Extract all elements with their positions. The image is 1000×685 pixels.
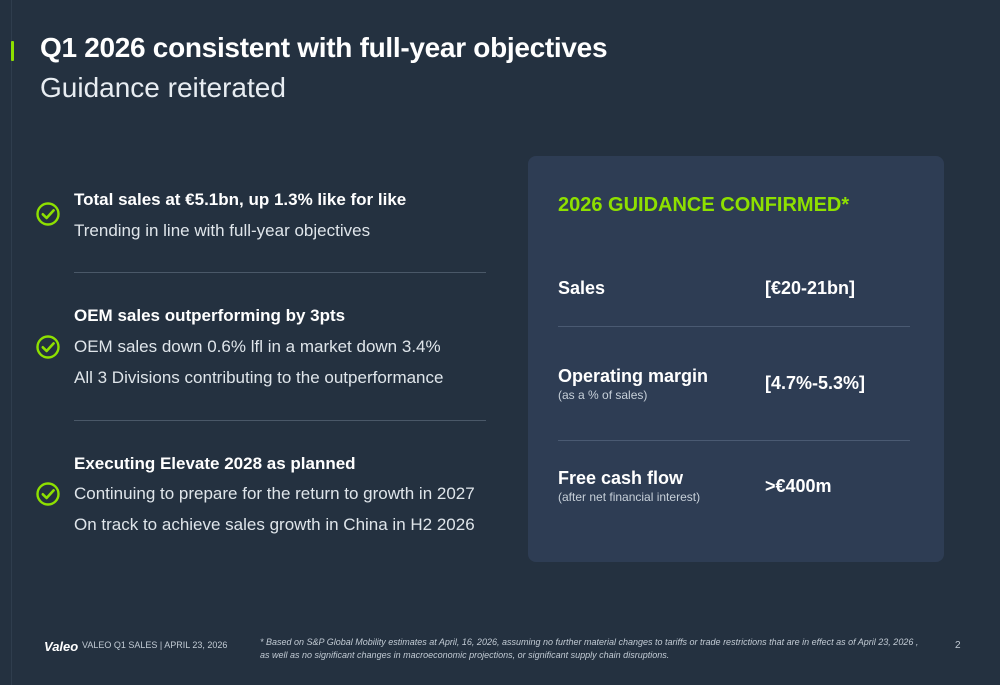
highlight-line: OEM sales down 0.6% lfl in a market down… (74, 337, 441, 356)
guidance-label-operating-margin: Operating margin (558, 366, 709, 386)
guidance-panel: 2026 GUIDANCE CONFIRMED* Sales [€20-21bn… (528, 156, 944, 562)
guidance-label-sales: Sales (558, 278, 606, 298)
check-circle-icon (36, 202, 60, 226)
check-circle-icon (36, 482, 60, 506)
footnote: * Based on S&P Global Mobility estimates… (260, 637, 919, 660)
highlight-heading: Total sales at €5.1bn, up 1.3% like for … (74, 190, 407, 209)
highlight-line: On track to achieve sales growth in Chin… (74, 515, 475, 534)
guidance-label-free-cash-flow: Free cash flow (558, 468, 684, 488)
guidance-divider (558, 440, 910, 441)
highlight-line: All 3 Divisions contributing to the outp… (74, 368, 444, 387)
guidance-sublabel-operating-margin: (as a % of sales) (558, 388, 648, 402)
title-accent-bar (11, 41, 14, 61)
highlight-divider (74, 272, 486, 273)
guidance-value-free-cash-flow: >€400m (765, 476, 832, 496)
guidance-value-sales: [€20-21bn] (765, 278, 856, 298)
highlight-heading: Executing Elevate 2028 as planned (74, 454, 356, 473)
highlight-heading: OEM sales outperforming by 3pts (74, 306, 346, 325)
footer-meta: VALEO Q1 SALES | APRIL 23, 2026 (82, 640, 228, 650)
slide-subtitle: Guidance reiterated (40, 72, 286, 103)
guidance-title: 2026 GUIDANCE CONFIRMED* (558, 194, 850, 216)
highlight-line: Trending in line with full-year objectiv… (74, 221, 371, 240)
highlight-divider (74, 420, 486, 421)
left-edge-rule (11, 0, 12, 685)
guidance-value-operating-margin: [4.7%-5.3%] (765, 373, 866, 393)
check-circle-icon (36, 335, 60, 359)
guidance-divider (558, 326, 910, 327)
guidance-sublabel-free-cash-flow: (after net financial interest) (558, 490, 701, 504)
valeo-logo: Valeo (44, 639, 79, 654)
slide-title: Q1 2026 consistent with full-year object… (40, 32, 608, 63)
highlight-line: Continuing to prepare for the return to … (74, 484, 475, 503)
page-number: 2 (955, 640, 961, 651)
